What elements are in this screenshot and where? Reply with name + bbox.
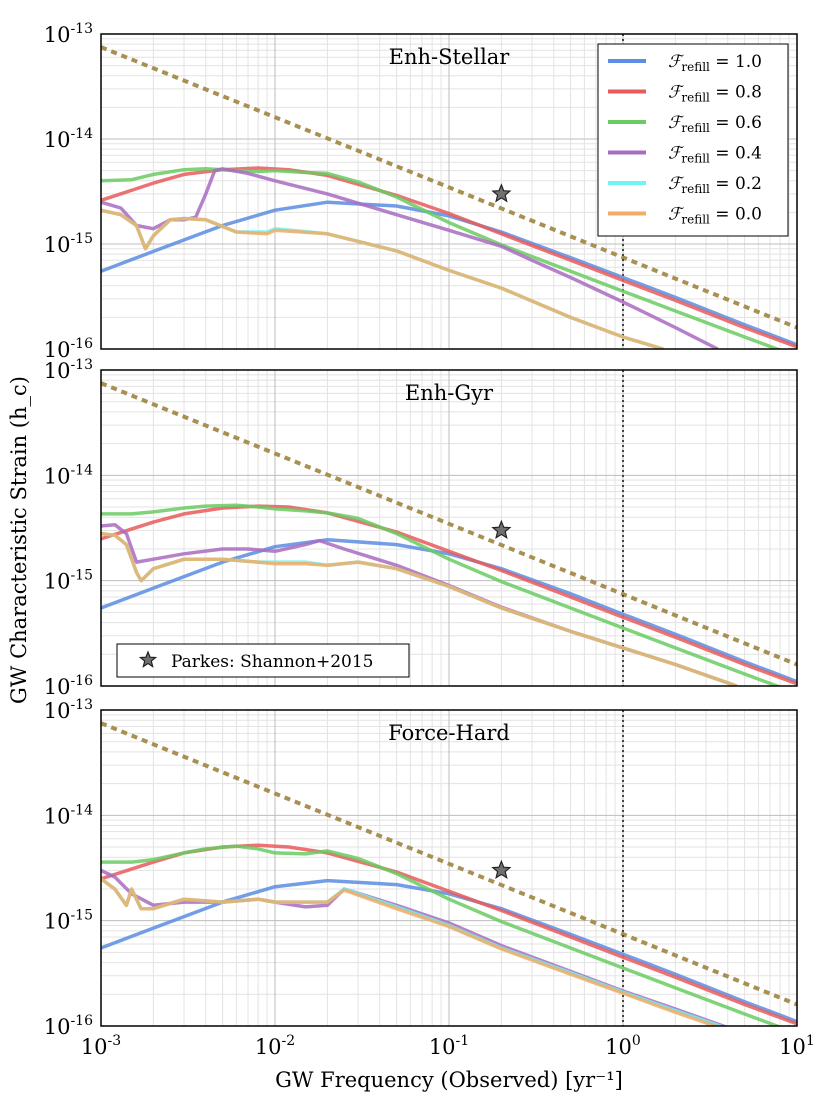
y-tick-label: 10-13	[44, 697, 93, 723]
legend-label: ℱrefill = 0.8	[668, 83, 762, 105]
series-line-f-refill-0-0	[101, 877, 721, 1026]
legend-label: Parkes: Shannon+2015	[171, 652, 373, 672]
y-tick-label: 10-14	[44, 462, 93, 488]
y-tick-label: 10-15	[44, 568, 93, 594]
legend: Parkes: Shannon+2015	[116, 643, 410, 678]
legend-label: ℱrefill = 0.0	[668, 205, 762, 227]
reference-power-law-line	[101, 721, 797, 1007]
panel-title: Enh-Stellar	[389, 45, 511, 69]
legend: ℱrefill = 1.0 ℱrefill = 0.8 ℱrefill = 0.6 ℱ…	[597, 43, 789, 237]
series-line-f-refill-0-6	[101, 167, 783, 349]
x-tick-label: 10-1	[429, 1033, 469, 1059]
y-tick-label: 10-16	[44, 1013, 93, 1039]
x-axis-label: GW Frequency (Observed) [yr⁻¹]	[275, 1068, 623, 1092]
legend-box	[597, 43, 789, 237]
series-line-f-refill-0-6	[101, 503, 783, 686]
y-tick-label: 10-15	[44, 908, 93, 934]
plot-area	[101, 710, 797, 1026]
y-tick-label: 10-13	[44, 21, 93, 47]
legend-label: ℱrefill = 0.2	[668, 174, 762, 196]
x-tick-label: 10-3	[81, 1033, 121, 1059]
series-line-f-refill-0-0	[101, 531, 738, 686]
plot-area	[101, 34, 797, 349]
x-tick-label: 10-2	[255, 1033, 295, 1059]
axes-frame	[100, 709, 798, 1027]
axes-frame	[100, 33, 798, 350]
legend-label: ℱrefill = 0.6	[668, 113, 762, 135]
x-tick-label: 100	[605, 1033, 641, 1059]
legend-star-icon	[138, 650, 158, 668]
panel-2: Enh-Gyr 10-16 10-15 10-14 10-13 Parkes: Shann…	[44, 357, 798, 699]
series-line-f-refill-0-4	[101, 167, 719, 349]
reference-power-law-line	[101, 45, 797, 330]
y-tick-label: 10-13	[44, 357, 93, 383]
panel-title: Enh-Gyr	[405, 381, 494, 405]
y-tick-label: 10-16	[44, 673, 93, 699]
parkes-star-marker	[491, 859, 512, 879]
y-tick-label: 10-14	[44, 802, 93, 828]
reference-power-law-line	[101, 381, 797, 667]
legend-label: ℱrefill = 0.4	[668, 144, 762, 166]
legend-label: ℱrefill = 1.0	[668, 52, 762, 74]
y-tick-label: 10-15	[44, 231, 93, 257]
panel-title: Force-Hard	[388, 721, 510, 745]
y-axis-label: GW Characteristic Strain (h_c)	[7, 376, 31, 704]
parkes-star-marker	[491, 519, 512, 539]
axes-frame	[100, 369, 798, 687]
plot-area	[101, 370, 797, 686]
grid	[100, 369, 798, 687]
series-line-f-refill-1-0	[101, 537, 797, 684]
parkes-star-marker	[491, 183, 512, 203]
series-line-f-refill-0-6	[101, 844, 783, 1026]
legend-box	[116, 643, 410, 678]
y-tick-label: 10-16	[44, 336, 93, 362]
series-line-f-refill-0-0	[101, 208, 664, 349]
series-line-f-refill-0-4	[101, 868, 729, 1026]
y-tick-label: 10-14	[44, 126, 93, 152]
panels: Enh-Stellar 10-16 10-15 10-14 10-13 ℱrefill =…	[44, 21, 815, 1059]
grid	[100, 709, 798, 1027]
panel-3: Force-Hard 10-16 10-15 10-14 10-13 10-3 10-2 10…	[44, 697, 815, 1059]
x-tick-label: 101	[779, 1033, 815, 1059]
panel-1: Enh-Stellar 10-16 10-15 10-14 10-13 ℱrefill =…	[44, 21, 798, 362]
